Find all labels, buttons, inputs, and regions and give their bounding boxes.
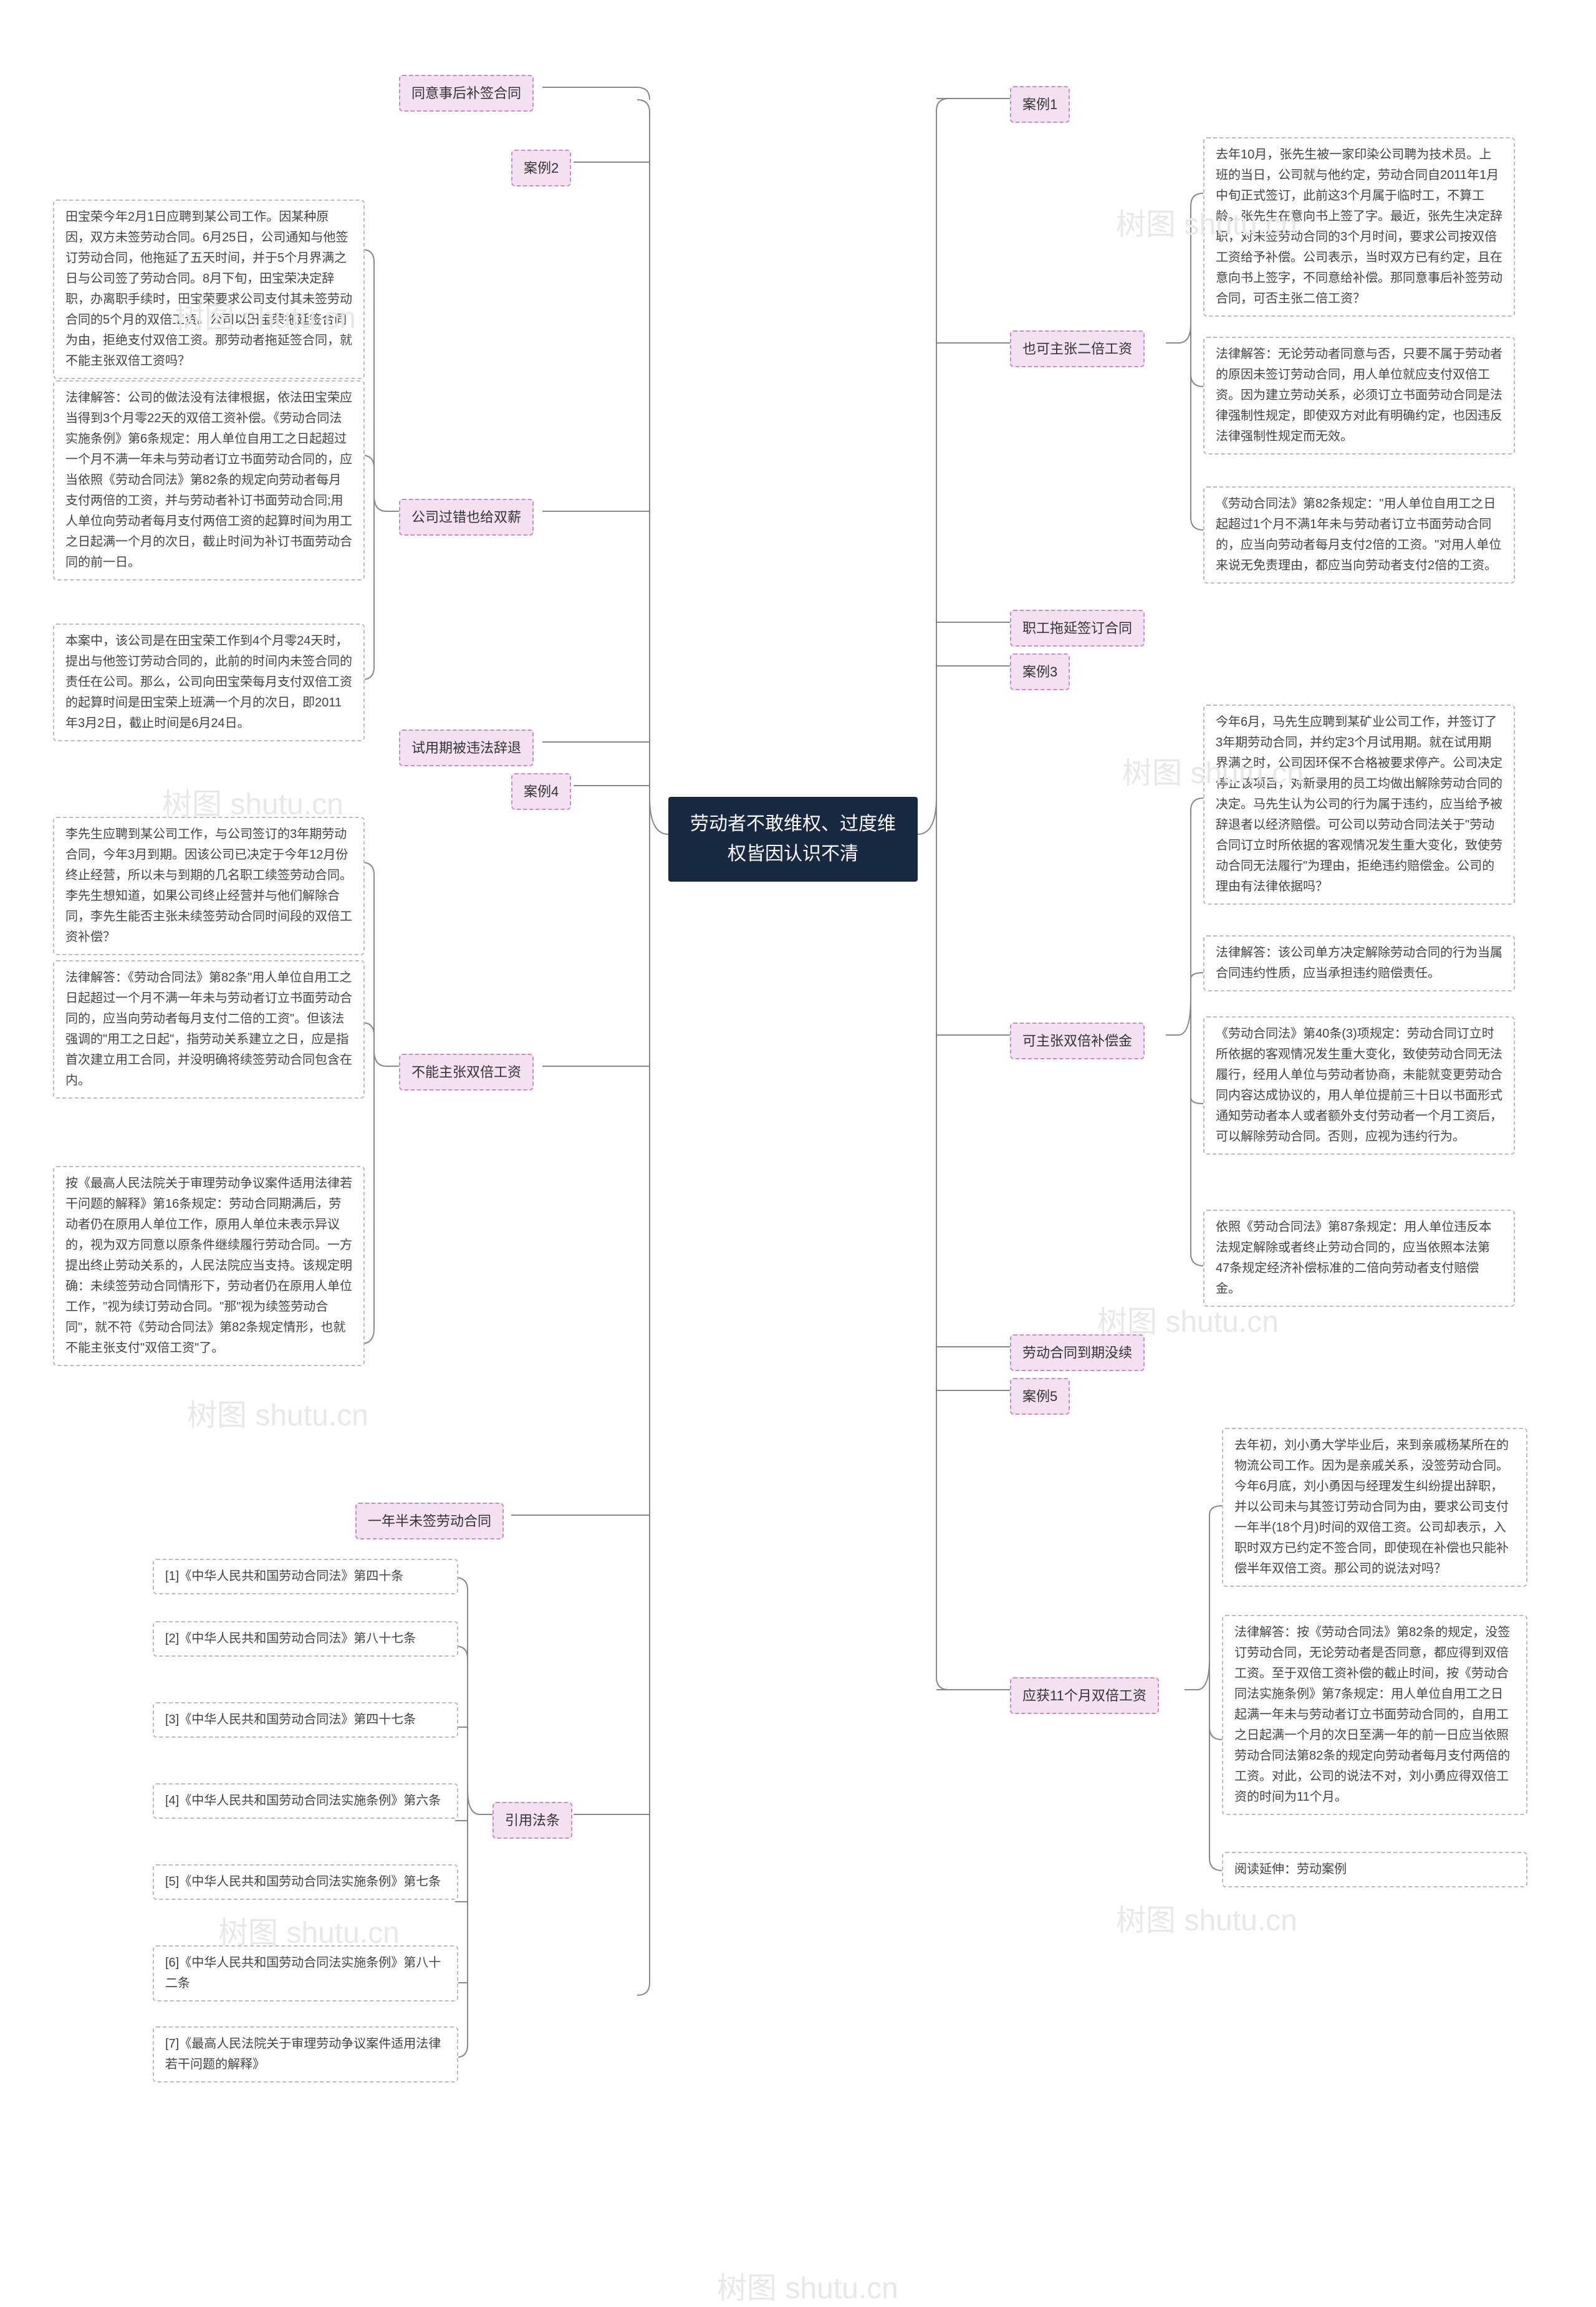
leaf-11-months-1: 法律解答：按《劳动合同法》第82条的规定，没签订劳动合同，无论劳动者是否同意，都… bbox=[1222, 1615, 1527, 1815]
node-cannot-double: 不能主张双倍工资 bbox=[399, 1054, 534, 1091]
leaf-company-fault-2: 本案中，该公司是在田宝荣工作到4个月零24天时，提出与他签订劳动合同的，此前的时… bbox=[53, 624, 365, 741]
leaf-cite-6: [6]《中华人民共和国劳动合同法实施条例》第八十二条 bbox=[153, 1945, 458, 2001]
leaf-can-double-comp-2: 《劳动合同法》第40条(3)项规定：劳动合同订立时所依据的客观情况发生重大变化，… bbox=[1203, 1016, 1515, 1155]
leaf-cite-1: [1]《中华人民共和国劳动合同法》第四十条 bbox=[153, 1559, 458, 1594]
watermark: 树图 shutu.cn bbox=[717, 2263, 898, 2307]
leaf-also-double-1: 法律解答：无论劳动者同意与否，只要不属于劳动者的原因未签订劳动合同，用人单位就应… bbox=[1203, 337, 1515, 455]
node-case3: 案例3 bbox=[1010, 653, 1070, 690]
node-contract-expire-norenew: 劳动合同到期没续 bbox=[1010, 1334, 1145, 1371]
leaf-case2: 田宝荣今年2月1日应聘到某公司工作。因某种原因，双方未签劳动合同。6月25日，公… bbox=[53, 200, 365, 379]
node-can-double-comp: 可主张双倍补偿金 bbox=[1010, 1023, 1145, 1059]
leaf-case4: 李先生应聘到某公司工作，与公司签订的3年期劳动合同，今年3月到期。因该公司已决定… bbox=[53, 817, 365, 955]
node-also-double-wage: 也可主张二倍工资 bbox=[1010, 330, 1145, 367]
leaf-11-months-2: 阅读延伸：劳动案例 bbox=[1222, 1852, 1527, 1887]
node-case4: 案例4 bbox=[511, 773, 571, 810]
node-probation-illegal: 试用期被违法辞退 bbox=[399, 730, 534, 766]
leaf-case3: 今年6月，马先生应聘到某矿业公司工作，并签订了3年期劳动合同，并约定3个月试用期… bbox=[1203, 705, 1515, 905]
node-case5: 案例5 bbox=[1010, 1378, 1070, 1415]
leaf-cite-2: [2]《中华人民共和国劳动合同法》第八十七条 bbox=[153, 1621, 458, 1657]
leaf-cite-3: [3]《中华人民共和国劳动合同法》第四十七条 bbox=[153, 1702, 458, 1738]
leaf-case5: 去年初，刘小勇大学毕业后，来到亲戚杨某所在的物流公司工作。因为是亲戚关系，没签劳… bbox=[1222, 1428, 1527, 1587]
node-case1: 案例1 bbox=[1010, 86, 1070, 123]
watermark: 树图 shutu.cn bbox=[187, 1390, 368, 1434]
leaf-company-fault-1: 法律解答：公司的做法没有法律根据，依法田宝荣应当得到3个月零22天的双倍工资补偿… bbox=[53, 380, 365, 580]
leaf-cannot-double-1: 法律解答：《劳动合同法》第82条"用人单位自用工之日起超过一个月不满一年未与劳动… bbox=[53, 960, 365, 1099]
node-agree-after-sign: 同意事后补签合同 bbox=[399, 75, 534, 112]
node-cite-law: 引用法条 bbox=[493, 1802, 572, 1839]
node-11-month-double: 应获11个月双倍工资 bbox=[1010, 1677, 1159, 1714]
node-year-half-unsigned: 一年半未签劳动合同 bbox=[355, 1503, 504, 1539]
leaf-can-double-comp-3: 依照《劳动合同法》第87条规定：用人单位违反本法规定解除或者终止劳动合同的，应当… bbox=[1203, 1210, 1515, 1307]
leaf-cite-7: [7]《最高人民法院关于审理劳动争议案件适用法律若干问题的解释》 bbox=[153, 2026, 458, 2083]
center-topic: 劳动者不敢维权、过度维权皆因认识不清 bbox=[668, 797, 918, 882]
leaf-can-double-comp-1: 法律解答：该公司单方决定解除劳动合同的行为当属合同违约性质，应当承担违约赔偿责任… bbox=[1203, 935, 1515, 991]
leaf-case1: 去年10月，张先生被一家印染公司聘为技术员。上班的当日，公司就与他约定，劳动合同… bbox=[1203, 137, 1515, 317]
leaf-also-double-2: 《劳动合同法》第82条规定："用人单位自用工之日起超过1个月不满1年未与劳动者订… bbox=[1203, 486, 1515, 584]
leaf-cite-4: [4]《中华人民共和国劳动合同法实施条例》第六条 bbox=[153, 1783, 458, 1819]
node-worker-delay-sign: 职工拖延签订合同 bbox=[1010, 610, 1145, 647]
leaf-cite-5: [5]《中华人民共和国劳动合同法实施条例》第七条 bbox=[153, 1864, 458, 1900]
watermark: 树图 shutu.cn bbox=[1116, 1895, 1297, 1939]
node-case2: 案例2 bbox=[511, 150, 571, 186]
node-company-fault-double: 公司过错也给双薪 bbox=[399, 499, 534, 536]
leaf-cannot-double-2: 按《最高人民法院关于审理劳动争议案件适用法律若干问题的解释》第16条规定：劳动合… bbox=[53, 1166, 365, 1366]
